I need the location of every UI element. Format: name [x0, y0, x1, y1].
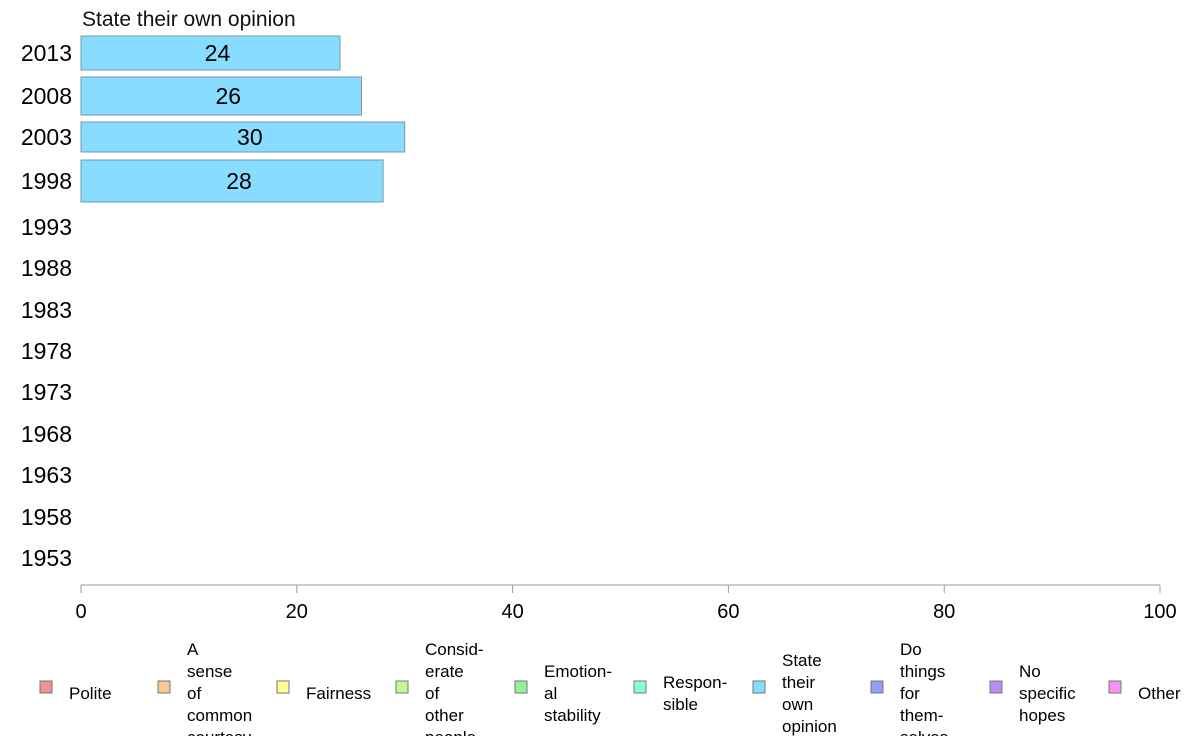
legend-swatch — [633, 680, 647, 694]
year-label: 1983 — [21, 297, 72, 323]
x-tick-label: 80 — [933, 601, 955, 623]
legend-label: No specific hopes — [1019, 662, 1076, 725]
bars-group: 24 26 30 28 — [80, 35, 406, 203]
legend: Polite Asenseofcommoncourtesy Fairness Cons… — [39, 640, 1181, 736]
legend-label: Emotion-al stability — [544, 662, 612, 725]
bar — [80, 35, 341, 71]
year-label: 2003 — [21, 124, 72, 150]
legend-label: Polite — [69, 684, 112, 703]
x-tick-label: 0 — [75, 601, 86, 623]
year-label: 1988 — [21, 255, 72, 281]
legend-swatch — [752, 680, 766, 694]
legend-swatch — [870, 680, 884, 694]
legend-swatch — [157, 680, 171, 694]
legend-item: No specific hopes — [989, 662, 1076, 725]
bar-value-label: 26 — [215, 83, 241, 109]
legend-label: Fairness — [306, 684, 371, 703]
legend-item: State their own opinion — [752, 651, 837, 736]
legend-item: Other — [1108, 680, 1181, 703]
legend-swatch — [989, 680, 1003, 694]
x-axis: 0 20 40 60 80 100 — [75, 584, 1177, 623]
legend-swatch — [1108, 680, 1122, 694]
year-label: 2008 — [21, 83, 72, 109]
x-tick-label: 40 — [501, 601, 523, 623]
legend-swatch — [39, 680, 53, 694]
year-label: 1978 — [21, 338, 72, 364]
legend-item: Consid-erateofotherpeople — [395, 640, 484, 736]
year-label: 1953 — [21, 545, 72, 571]
bar — [80, 121, 406, 153]
year-label: 1958 — [21, 504, 72, 530]
legend-label: Asenseofcommoncourtesy — [187, 640, 252, 736]
legend-item: Emotion-al stability — [514, 662, 612, 725]
year-label: 1998 — [21, 168, 72, 194]
year-label: 2013 — [21, 40, 72, 66]
legend-label: State their own opinion — [782, 651, 837, 736]
x-tick-label: 60 — [717, 601, 739, 623]
legend-label: Consid-erateofotherpeople — [425, 640, 484, 736]
chart-title: State their own opinion — [82, 8, 296, 31]
year-labels-group: 2013 2008 2003 1998 1993 1988 1983 1978 1973 1968… — [21, 40, 72, 571]
bar-value-label: 24 — [205, 40, 231, 66]
bar-value-label: 28 — [226, 168, 252, 194]
year-label: 1963 — [21, 462, 72, 488]
legend-swatch — [514, 680, 528, 694]
year-label: 1993 — [21, 214, 72, 240]
x-tick-label: 100 — [1143, 601, 1176, 623]
legend-label: Respon-sible — [663, 673, 727, 714]
x-tick-label: 20 — [286, 601, 308, 623]
legend-item: Respon-sible — [633, 673, 727, 714]
year-label: 1968 — [21, 421, 72, 447]
bar-value-label: 30 — [237, 124, 263, 150]
legend-item: Fairness — [276, 680, 371, 703]
legend-swatch — [276, 680, 290, 694]
legend-swatch — [395, 680, 409, 694]
bar — [80, 159, 384, 203]
legend-item: Asenseofcommoncourtesy — [157, 640, 252, 736]
bar — [80, 76, 363, 116]
legend-label: Other — [1138, 684, 1181, 703]
year-label: 1973 — [21, 379, 72, 405]
legend-item: Polite — [39, 680, 112, 703]
